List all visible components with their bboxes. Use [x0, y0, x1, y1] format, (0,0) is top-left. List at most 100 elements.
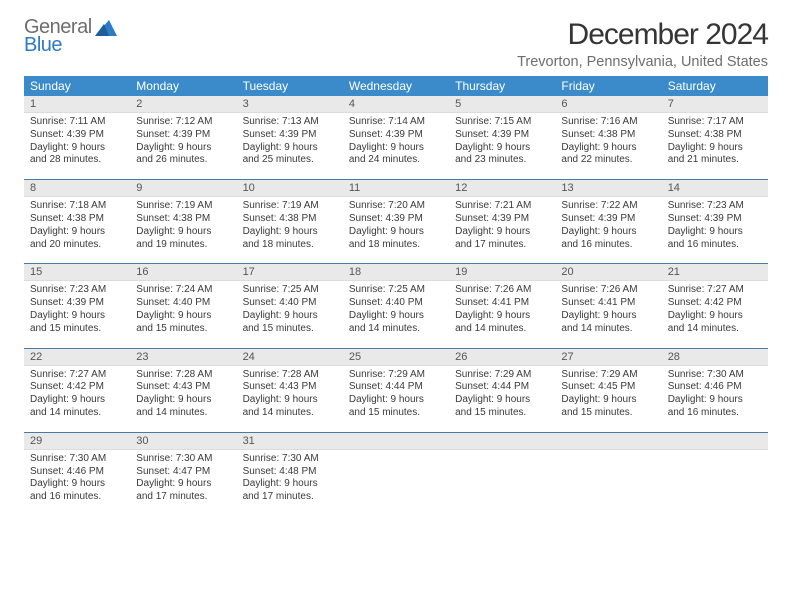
weekday-header: Sunday	[24, 76, 130, 96]
logo-line2: Blue	[24, 36, 92, 54]
sunrise-line: Sunrise: 7:30 AM	[136, 453, 230, 466]
day-body: Sunrise: 7:15 AMSunset: 4:39 PMDaylight:…	[449, 113, 555, 179]
calendar-day-cell: 28Sunrise: 7:30 AMSunset: 4:46 PMDayligh…	[662, 348, 768, 432]
sunrise-line: Sunrise: 7:25 AM	[349, 284, 443, 297]
calendar-week-row: 1Sunrise: 7:11 AMSunset: 4:39 PMDaylight…	[24, 96, 768, 180]
weekday-header: Thursday	[449, 76, 555, 96]
daylight-line: Daylight: 9 hours and 14 minutes.	[30, 394, 124, 420]
weekday-header: Wednesday	[343, 76, 449, 96]
sunrise-line: Sunrise: 7:28 AM	[243, 369, 337, 382]
logo: General Blue	[24, 18, 117, 54]
day-number: 19	[449, 264, 555, 281]
sunset-line: Sunset: 4:38 PM	[30, 213, 124, 226]
day-body: Sunrise: 7:26 AMSunset: 4:41 PMDaylight:…	[555, 281, 661, 347]
calendar-day-cell: 2Sunrise: 7:12 AMSunset: 4:39 PMDaylight…	[130, 96, 236, 180]
daylight-line: Daylight: 9 hours and 16 minutes.	[668, 394, 762, 420]
logo-triangle-icon	[95, 18, 117, 36]
day-number: 29	[24, 433, 130, 450]
daylight-line: Daylight: 9 hours and 26 minutes.	[136, 142, 230, 168]
calendar-week-row: 8Sunrise: 7:18 AMSunset: 4:38 PMDaylight…	[24, 180, 768, 264]
sunset-line: Sunset: 4:39 PM	[561, 213, 655, 226]
calendar-day-cell: 27Sunrise: 7:29 AMSunset: 4:45 PMDayligh…	[555, 348, 661, 432]
day-body: Sunrise: 7:28 AMSunset: 4:43 PMDaylight:…	[130, 366, 236, 432]
sunset-line: Sunset: 4:41 PM	[561, 297, 655, 310]
day-number: 16	[130, 264, 236, 281]
calendar-day-cell: 1Sunrise: 7:11 AMSunset: 4:39 PMDaylight…	[24, 96, 130, 180]
day-number: 18	[343, 264, 449, 281]
day-number: 28	[662, 349, 768, 366]
calendar-day-cell: 22Sunrise: 7:27 AMSunset: 4:42 PMDayligh…	[24, 348, 130, 432]
calendar-day-cell	[343, 432, 449, 516]
daylight-line: Daylight: 9 hours and 14 minutes.	[455, 310, 549, 336]
sunrise-line: Sunrise: 7:23 AM	[668, 200, 762, 213]
sunset-line: Sunset: 4:44 PM	[349, 381, 443, 394]
day-body: Sunrise: 7:17 AMSunset: 4:38 PMDaylight:…	[662, 113, 768, 179]
calendar-day-cell: 4Sunrise: 7:14 AMSunset: 4:39 PMDaylight…	[343, 96, 449, 180]
day-body: Sunrise: 7:30 AMSunset: 4:47 PMDaylight:…	[130, 450, 236, 516]
day-body: Sunrise: 7:29 AMSunset: 4:44 PMDaylight:…	[343, 366, 449, 432]
calendar-week-row: 22Sunrise: 7:27 AMSunset: 4:42 PMDayligh…	[24, 348, 768, 432]
weekday-header-row: Sunday Monday Tuesday Wednesday Thursday…	[24, 76, 768, 96]
day-number: 17	[237, 264, 343, 281]
day-body: Sunrise: 7:23 AMSunset: 4:39 PMDaylight:…	[24, 281, 130, 347]
day-number: 4	[343, 96, 449, 113]
day-number: 31	[237, 433, 343, 450]
daylight-line: Daylight: 9 hours and 15 minutes.	[243, 310, 337, 336]
location: Trevorton, Pennsylvania, United States	[517, 54, 768, 70]
weekday-header: Friday	[555, 76, 661, 96]
calendar-day-cell: 15Sunrise: 7:23 AMSunset: 4:39 PMDayligh…	[24, 264, 130, 348]
day-number	[449, 433, 555, 450]
daylight-line: Daylight: 9 hours and 15 minutes.	[455, 394, 549, 420]
sunset-line: Sunset: 4:39 PM	[668, 213, 762, 226]
daylight-line: Daylight: 9 hours and 20 minutes.	[30, 226, 124, 252]
day-body: Sunrise: 7:20 AMSunset: 4:39 PMDaylight:…	[343, 197, 449, 263]
sunset-line: Sunset: 4:38 PM	[136, 213, 230, 226]
calendar-day-cell: 26Sunrise: 7:29 AMSunset: 4:44 PMDayligh…	[449, 348, 555, 432]
calendar-day-cell: 30Sunrise: 7:30 AMSunset: 4:47 PMDayligh…	[130, 432, 236, 516]
sunrise-line: Sunrise: 7:11 AM	[30, 116, 124, 129]
calendar-day-cell: 17Sunrise: 7:25 AMSunset: 4:40 PMDayligh…	[237, 264, 343, 348]
sunset-line: Sunset: 4:39 PM	[243, 129, 337, 142]
day-number: 24	[237, 349, 343, 366]
day-number	[555, 433, 661, 450]
day-number: 27	[555, 349, 661, 366]
day-body: Sunrise: 7:11 AMSunset: 4:39 PMDaylight:…	[24, 113, 130, 179]
sunset-line: Sunset: 4:39 PM	[349, 213, 443, 226]
calendar-day-cell	[555, 432, 661, 516]
day-number: 1	[24, 96, 130, 113]
day-number: 3	[237, 96, 343, 113]
calendar-day-cell: 12Sunrise: 7:21 AMSunset: 4:39 PMDayligh…	[449, 180, 555, 264]
weekday-header: Monday	[130, 76, 236, 96]
sunset-line: Sunset: 4:39 PM	[136, 129, 230, 142]
sunrise-line: Sunrise: 7:22 AM	[561, 200, 655, 213]
calendar-day-cell: 31Sunrise: 7:30 AMSunset: 4:48 PMDayligh…	[237, 432, 343, 516]
calendar-day-cell: 5Sunrise: 7:15 AMSunset: 4:39 PMDaylight…	[449, 96, 555, 180]
weekday-header: Saturday	[662, 76, 768, 96]
day-body: Sunrise: 7:28 AMSunset: 4:43 PMDaylight:…	[237, 366, 343, 432]
calendar-week-row: 29Sunrise: 7:30 AMSunset: 4:46 PMDayligh…	[24, 432, 768, 516]
daylight-line: Daylight: 9 hours and 14 minutes.	[668, 310, 762, 336]
daylight-line: Daylight: 9 hours and 17 minutes.	[455, 226, 549, 252]
daylight-line: Daylight: 9 hours and 16 minutes.	[561, 226, 655, 252]
day-body: Sunrise: 7:12 AMSunset: 4:39 PMDaylight:…	[130, 113, 236, 179]
calendar-week-row: 15Sunrise: 7:23 AMSunset: 4:39 PMDayligh…	[24, 264, 768, 348]
header: General Blue December 2024 Trevorton, Pe…	[24, 18, 768, 70]
day-body: Sunrise: 7:14 AMSunset: 4:39 PMDaylight:…	[343, 113, 449, 179]
sunrise-line: Sunrise: 7:30 AM	[243, 453, 337, 466]
day-number: 21	[662, 264, 768, 281]
sunset-line: Sunset: 4:48 PM	[243, 466, 337, 479]
day-body: Sunrise: 7:23 AMSunset: 4:39 PMDaylight:…	[662, 197, 768, 263]
calendar-day-cell: 8Sunrise: 7:18 AMSunset: 4:38 PMDaylight…	[24, 180, 130, 264]
day-number: 25	[343, 349, 449, 366]
calendar-day-cell: 16Sunrise: 7:24 AMSunset: 4:40 PMDayligh…	[130, 264, 236, 348]
sunset-line: Sunset: 4:43 PM	[243, 381, 337, 394]
daylight-line: Daylight: 9 hours and 18 minutes.	[349, 226, 443, 252]
daylight-line: Daylight: 9 hours and 15 minutes.	[30, 310, 124, 336]
sunset-line: Sunset: 4:38 PM	[668, 129, 762, 142]
sunrise-line: Sunrise: 7:20 AM	[349, 200, 443, 213]
sunrise-line: Sunrise: 7:25 AM	[243, 284, 337, 297]
day-body: Sunrise: 7:25 AMSunset: 4:40 PMDaylight:…	[237, 281, 343, 347]
sunset-line: Sunset: 4:42 PM	[30, 381, 124, 394]
logo-text: General Blue	[24, 18, 92, 54]
sunrise-line: Sunrise: 7:14 AM	[349, 116, 443, 129]
